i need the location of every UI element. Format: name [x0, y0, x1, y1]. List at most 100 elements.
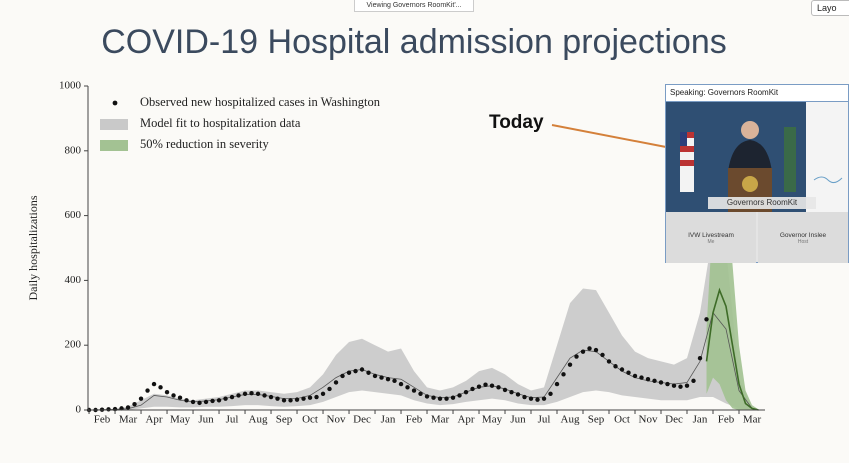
data-point	[457, 393, 462, 398]
tile-role: Host	[797, 239, 809, 245]
data-point	[639, 375, 644, 380]
legend-label: 50% reduction in severity	[140, 137, 270, 151]
data-point	[411, 388, 417, 393]
data-point	[528, 396, 534, 401]
data-point	[268, 394, 274, 400]
video-screen-line	[813, 176, 843, 184]
data-point	[275, 396, 280, 401]
legend-swatch	[100, 119, 128, 130]
data-point	[392, 378, 397, 384]
data-point	[210, 398, 215, 404]
person-head	[741, 121, 759, 139]
x-tick-label: May	[482, 414, 503, 426]
data-point	[346, 370, 352, 375]
data-point	[613, 364, 618, 369]
data-point	[216, 398, 222, 403]
x-tick-label: Feb	[94, 414, 111, 426]
x-tick-label: Jun	[198, 414, 214, 426]
tile[interactable]: IVW Livestream Me	[666, 212, 756, 263]
data-point	[138, 396, 144, 401]
data-point	[164, 389, 170, 395]
data-point	[444, 396, 449, 401]
x-tick-label: Jul	[538, 414, 551, 426]
x-tick-label: Jan	[693, 414, 708, 426]
data-point	[418, 391, 423, 396]
data-point	[567, 362, 573, 367]
x-tick-label: Feb	[406, 414, 423, 426]
data-point	[177, 395, 183, 400]
y-tick-label: 400	[65, 274, 82, 286]
data-point	[262, 393, 267, 398]
data-point	[431, 395, 436, 400]
tile-name: IVW Livestream	[688, 232, 734, 239]
layout-button[interactable]: Layo	[811, 0, 849, 16]
annotation-arrow	[551, 124, 667, 148]
tile[interactable]: Governor Inslee Host	[758, 212, 848, 263]
band	[89, 231, 753, 410]
fit-line	[705, 287, 759, 411]
data-point	[281, 398, 287, 403]
data-point	[632, 373, 638, 379]
y-tick-label: 200	[65, 339, 82, 351]
x-tick-label: Aug	[249, 414, 268, 426]
video-screen	[806, 102, 848, 212]
data-point	[385, 377, 391, 382]
data-point	[515, 392, 521, 397]
data-point	[151, 381, 157, 387]
data-point	[658, 380, 664, 385]
data-point	[691, 378, 696, 384]
data-point	[424, 394, 430, 399]
x-tick-label: May	[170, 414, 191, 426]
x-tick-label: Nov	[639, 414, 658, 426]
tiles: IVW Livestream Me Governor Inslee Host	[666, 212, 848, 263]
data-point	[704, 317, 709, 322]
data-point	[548, 391, 553, 396]
video-caption: Governors RoomKit	[708, 197, 816, 209]
tile-role: Me	[707, 239, 715, 245]
x-tick-label: Mar	[743, 414, 762, 426]
data-point	[158, 385, 163, 390]
data-point	[359, 367, 365, 372]
data-point	[288, 398, 293, 403]
data-point	[301, 396, 306, 401]
data-point	[496, 385, 501, 390]
data-point	[132, 401, 137, 407]
data-point	[249, 390, 254, 396]
x-tick-label: Sep	[588, 414, 605, 426]
data-point	[580, 349, 586, 354]
data-point	[671, 383, 677, 388]
data-point	[405, 385, 410, 390]
x-tick-label: Apr	[457, 414, 474, 426]
x-tick-label: Jan	[381, 414, 396, 426]
layout-label: Layo	[817, 3, 837, 13]
x-tick-label: Dec	[665, 414, 683, 426]
data-point	[561, 372, 566, 377]
data-point	[236, 393, 241, 398]
data-point	[307, 395, 313, 400]
data-point	[119, 406, 124, 411]
data-point	[184, 398, 189, 403]
legend-swatch	[100, 140, 128, 151]
flag-canton	[680, 132, 687, 146]
data-point	[697, 355, 703, 361]
data-point	[125, 405, 131, 410]
data-point	[593, 347, 599, 353]
chart-title: COVID-19 Hospital admission projections	[101, 23, 726, 61]
x-tick-label: Feb	[718, 414, 735, 426]
data-point	[463, 389, 469, 395]
data-point	[379, 375, 384, 380]
data-point	[242, 391, 248, 396]
data-point	[502, 387, 508, 393]
x-tick-label: Dec	[353, 414, 371, 426]
tile-name: Governor Inslee	[779, 232, 827, 239]
data-point	[255, 391, 261, 396]
data-point	[652, 378, 657, 384]
y-tick-label: 600	[65, 209, 82, 221]
data-point	[665, 381, 670, 387]
x-tick-label: Oct	[302, 414, 318, 426]
podium-seal	[742, 176, 758, 192]
data-point	[171, 393, 176, 398]
data-point	[294, 397, 300, 402]
data-point	[203, 399, 209, 405]
